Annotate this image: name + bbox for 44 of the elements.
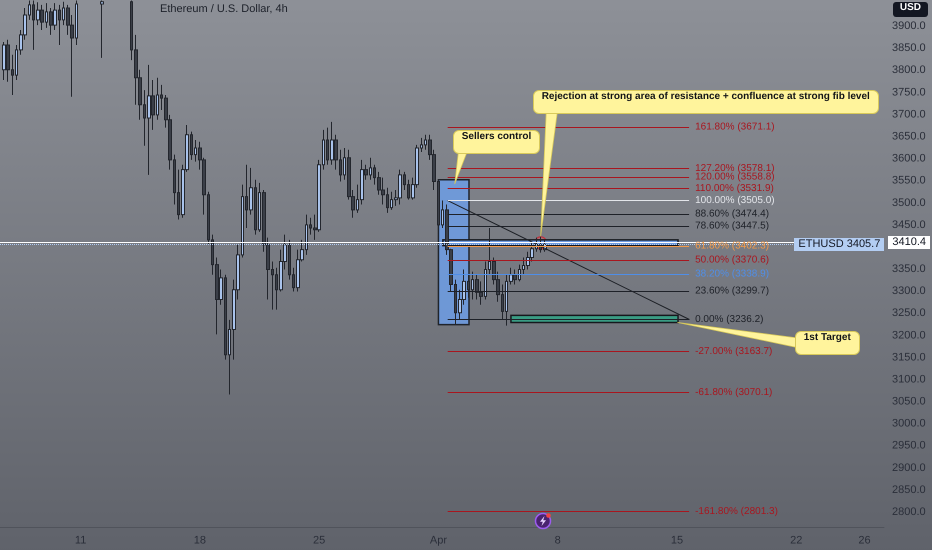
- ref-line-label: 61.80% (3402.3): [695, 240, 770, 252]
- ref-line-label: 23.60% (3299.7): [695, 286, 770, 297]
- y-tick-label: 3550.0: [892, 174, 926, 187]
- ref-line-label: -161.80% (2801.3): [695, 506, 778, 517]
- ref-line-label: 50.00% (3370.6): [695, 254, 770, 266]
- annotation: Sellers control: [452, 130, 540, 154]
- y-tick-label: 3300.0: [892, 285, 926, 298]
- y-tick-label: 3900.0: [892, 20, 926, 32]
- ref-line-label: 110.00% (3531.9): [695, 183, 774, 194]
- ref-line-label: 78.60% (3447.5): [695, 220, 770, 232]
- chart-title: Ethereum / U.S. Dollar, 4h: [160, 3, 288, 15]
- y-tick-label: 3700.0: [892, 108, 926, 120]
- ref-line-label: 161.80% (3671.1): [695, 122, 775, 133]
- ref-line-label: 38.20% (3338.9): [695, 268, 770, 280]
- y-tick-label: 2800.0: [892, 506, 926, 518]
- y-tick-label: 3500.0: [892, 196, 926, 209]
- ref-line-label: 0.00% (3236.2): [695, 314, 764, 325]
- y-tick-label: 3000.0: [892, 418, 926, 430]
- y-tick-label: 3350.0: [892, 263, 926, 276]
- ref-line-label: 3410.4: [888, 236, 930, 249]
- y-tick-label: 3800.0: [892, 64, 926, 76]
- y-tick-label: 3050.0: [892, 396, 926, 408]
- y-tick-label: 2950.0: [892, 440, 926, 452]
- y-tick-label: 2850.0: [892, 484, 926, 496]
- y-tick-label: 3200.0: [892, 329, 926, 342]
- ref-line-label: 120.00% (3558.8): [695, 171, 775, 182]
- ref-line-label: 88.60% (3474.4): [695, 208, 770, 220]
- annotation: 1st Target: [794, 331, 860, 356]
- y-tick-label: 3750.0: [892, 86, 926, 98]
- y-tick-label: 3150.0: [892, 351, 926, 364]
- ref-line-label: -27.00% (3163.7): [695, 346, 772, 357]
- ref-line-label: ETHUSD 3405.7: [794, 238, 884, 251]
- y-tick-label: 3100.0: [892, 373, 926, 386]
- y-tick-label: 3450.0: [892, 218, 926, 231]
- y-tick-label: 3650.0: [892, 130, 926, 142]
- y-axis-title: USD: [892, 2, 928, 17]
- y-tick-label: 3600.0: [892, 152, 926, 165]
- ref-line-label: 127.20% (3578.1): [695, 162, 775, 174]
- y-tick-label: 2900.0: [892, 462, 926, 474]
- ref-line-label: 100.00% (3505.0): [695, 195, 775, 206]
- y-tick-label: 3850.0: [892, 42, 926, 54]
- ref-line-label: -61.80% (3070.1): [695, 387, 772, 398]
- annotation: Rejection at strong area of resistance + confluence at strong fib level: [532, 90, 879, 114]
- y-tick-label: 3250.0: [892, 307, 926, 320]
